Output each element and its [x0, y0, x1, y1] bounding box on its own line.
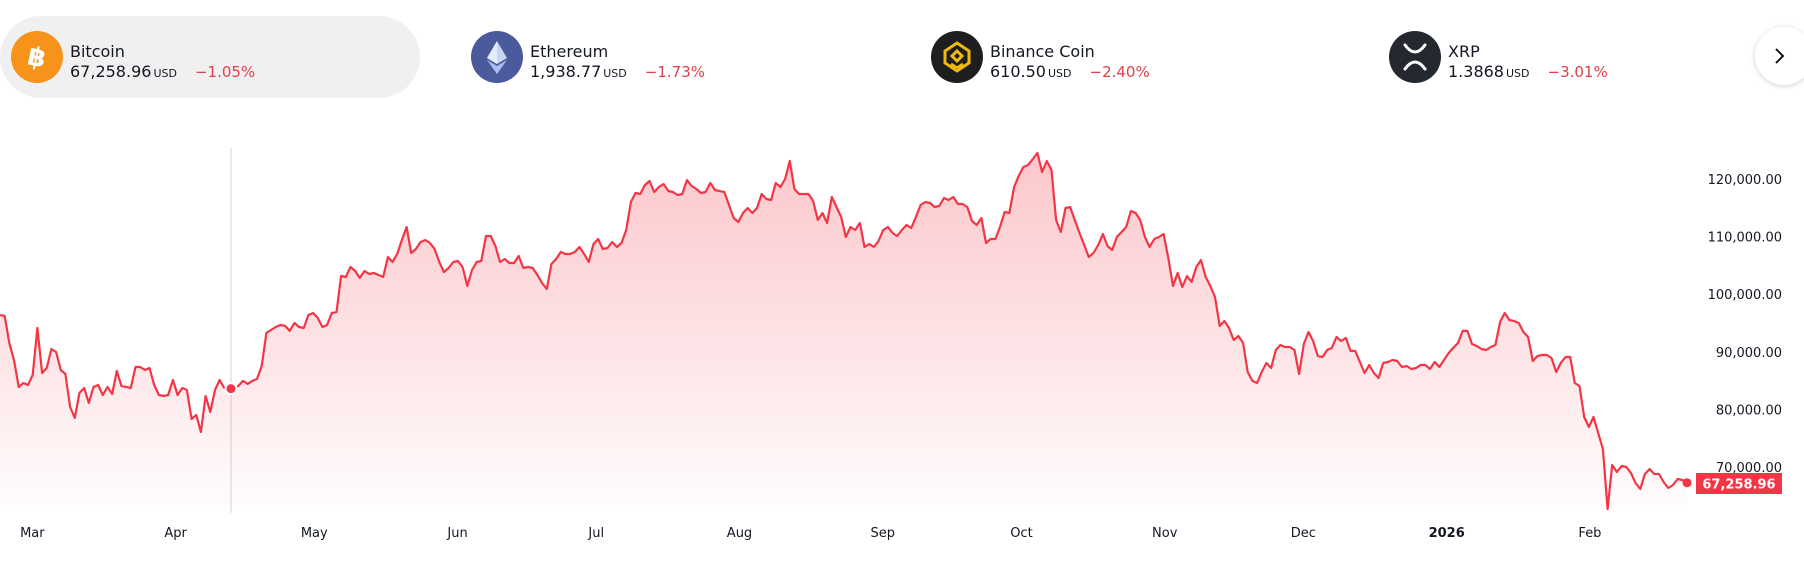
price-line: [0, 151, 1688, 511]
coin-price: 67,258.96: [70, 62, 152, 81]
bitcoin-icon: ฿: [11, 31, 63, 83]
xrp-icon: [1389, 31, 1441, 83]
x-tick-label: Oct: [1010, 526, 1032, 541]
x-tick-label: Apr: [164, 526, 187, 541]
x-tick-label: 2026: [1429, 526, 1465, 541]
y-tick-label: 120,000.00: [1708, 173, 1782, 188]
ticker-xrp[interactable]: XRP 1.3868 USD −3.01%: [1378, 16, 1738, 98]
last-price-label: 67,258.96: [1702, 478, 1775, 493]
y-tick-label: 70,000.00: [1716, 461, 1782, 476]
x-tick-label: Nov: [1152, 526, 1178, 541]
coin-name: Ethereum: [530, 42, 609, 61]
ticker-ethereum[interactable]: Ethereum 1,938.77 USD −1.73%: [460, 16, 860, 98]
price-area-fill: [0, 153, 1687, 512]
y-tick-label: 80,000.00: [1716, 403, 1782, 418]
x-tick-label: Aug: [727, 526, 752, 541]
hover-point: [224, 382, 238, 396]
coin-change: −3.01%: [1547, 63, 1608, 81]
y-tick-label: 100,000.00: [1708, 288, 1782, 303]
coin-price: 1,938.77: [530, 62, 602, 81]
svg-text:฿: ฿: [25, 41, 49, 74]
ethereum-icon: [471, 31, 523, 83]
coin-price: 610.50: [990, 62, 1046, 81]
x-tick-label: Mar: [20, 526, 45, 541]
last-price-tag: 67,258.96: [1696, 473, 1782, 494]
coin-currency: USD: [1047, 67, 1072, 80]
coin-name: Binance Coin: [990, 42, 1095, 61]
coin-currency: USD: [1505, 67, 1530, 80]
x-tick-label: Jul: [587, 526, 604, 541]
last-price-point: [1682, 478, 1692, 488]
x-tick-label: May: [301, 526, 328, 541]
coin-change: −1.73%: [644, 63, 705, 81]
x-tick-label: Sep: [871, 526, 896, 541]
binance-icon: [931, 31, 983, 83]
chevron-right-icon: [1775, 48, 1785, 64]
y-tick-label: 90,000.00: [1716, 346, 1782, 361]
x-tick-label: Dec: [1291, 526, 1316, 541]
coin-change: −1.05%: [194, 63, 256, 81]
ticker-binance-coin[interactable]: Binance Coin 610.50 USD −2.40%: [920, 16, 1320, 98]
coin-currency: USD: [603, 67, 627, 80]
coin-name: XRP: [1448, 42, 1480, 61]
y-tick-label: 110,000.00: [1708, 231, 1782, 246]
coin-name: Bitcoin: [70, 42, 125, 61]
coin-currency: USD: [153, 67, 177, 80]
ticker-bitcoin[interactable]: ฿ Bitcoin 67,258.96 USD −1.05%: [0, 16, 420, 98]
next-tickers-button[interactable]: [1755, 27, 1804, 85]
x-tick-label: Feb: [1578, 526, 1601, 541]
y-axis: 120,000.00 110,000.00 100,000.00 90,000.00 8…: [1708, 173, 1782, 476]
coin-change: −2.40%: [1089, 63, 1150, 81]
x-axis: Mar Apr May Jun Jul Aug Sep Oct Nov Dec 2026 Feb: [20, 526, 1601, 541]
coin-price: 1.3868: [1448, 62, 1504, 81]
x-tick-label: Jun: [446, 526, 467, 541]
